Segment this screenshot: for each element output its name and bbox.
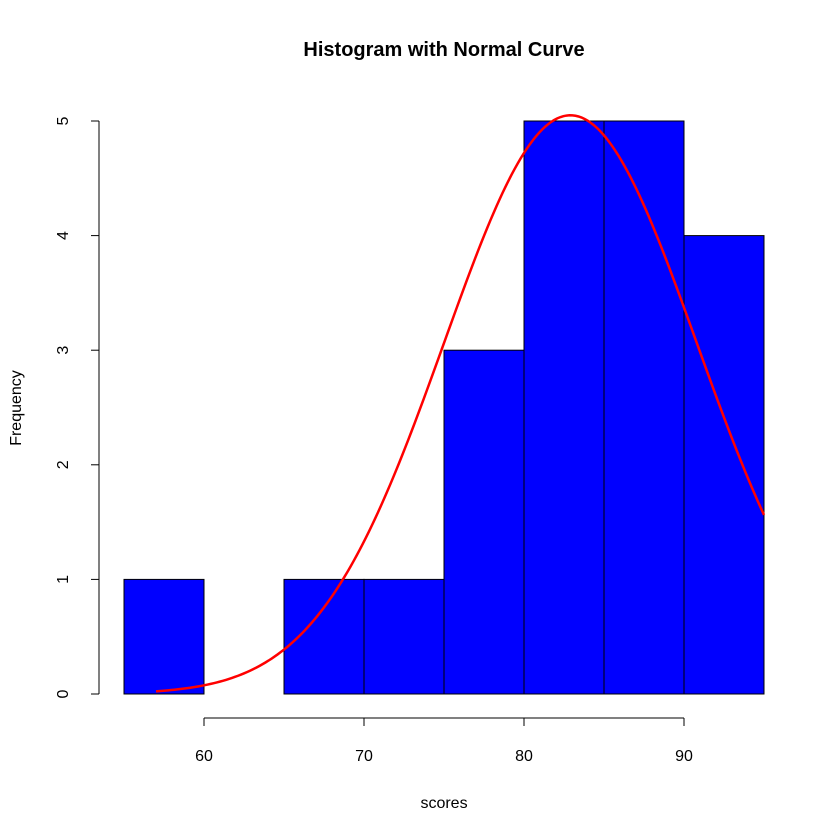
- histogram-bar: [443, 349, 525, 695]
- histogram-bar: [283, 578, 365, 695]
- x-tick-label: 90: [675, 748, 693, 765]
- x-tick-label: 70: [355, 748, 373, 765]
- y-tick-label: 5: [55, 116, 72, 125]
- histogram-bar: [523, 120, 605, 695]
- y-tick-label: 1: [55, 575, 72, 584]
- y-tick-label: 3: [55, 346, 72, 355]
- x-axis-label: scores: [420, 795, 467, 812]
- bars-group: [123, 120, 765, 695]
- histogram-bar: [363, 578, 445, 695]
- chart-title: Histogram with Normal Curve: [303, 39, 584, 61]
- y-tick-label: 4: [55, 231, 72, 240]
- histogram-bar: [123, 578, 205, 695]
- histogram-bar: [603, 120, 685, 695]
- x-tick-label: 80: [515, 748, 533, 765]
- y-axis-label: Frequency: [8, 370, 25, 446]
- y-tick-label: 0: [55, 689, 72, 698]
- x-tick-label: 60: [195, 748, 213, 765]
- y-axis: 0 1 2 3 4 5: [55, 116, 100, 698]
- histogram-bar: [683, 235, 765, 695]
- normal-curve-line: [155, 114, 766, 693]
- y-tick-label: 2: [55, 460, 72, 469]
- x-axis: 60 70 80 90: [195, 717, 693, 765]
